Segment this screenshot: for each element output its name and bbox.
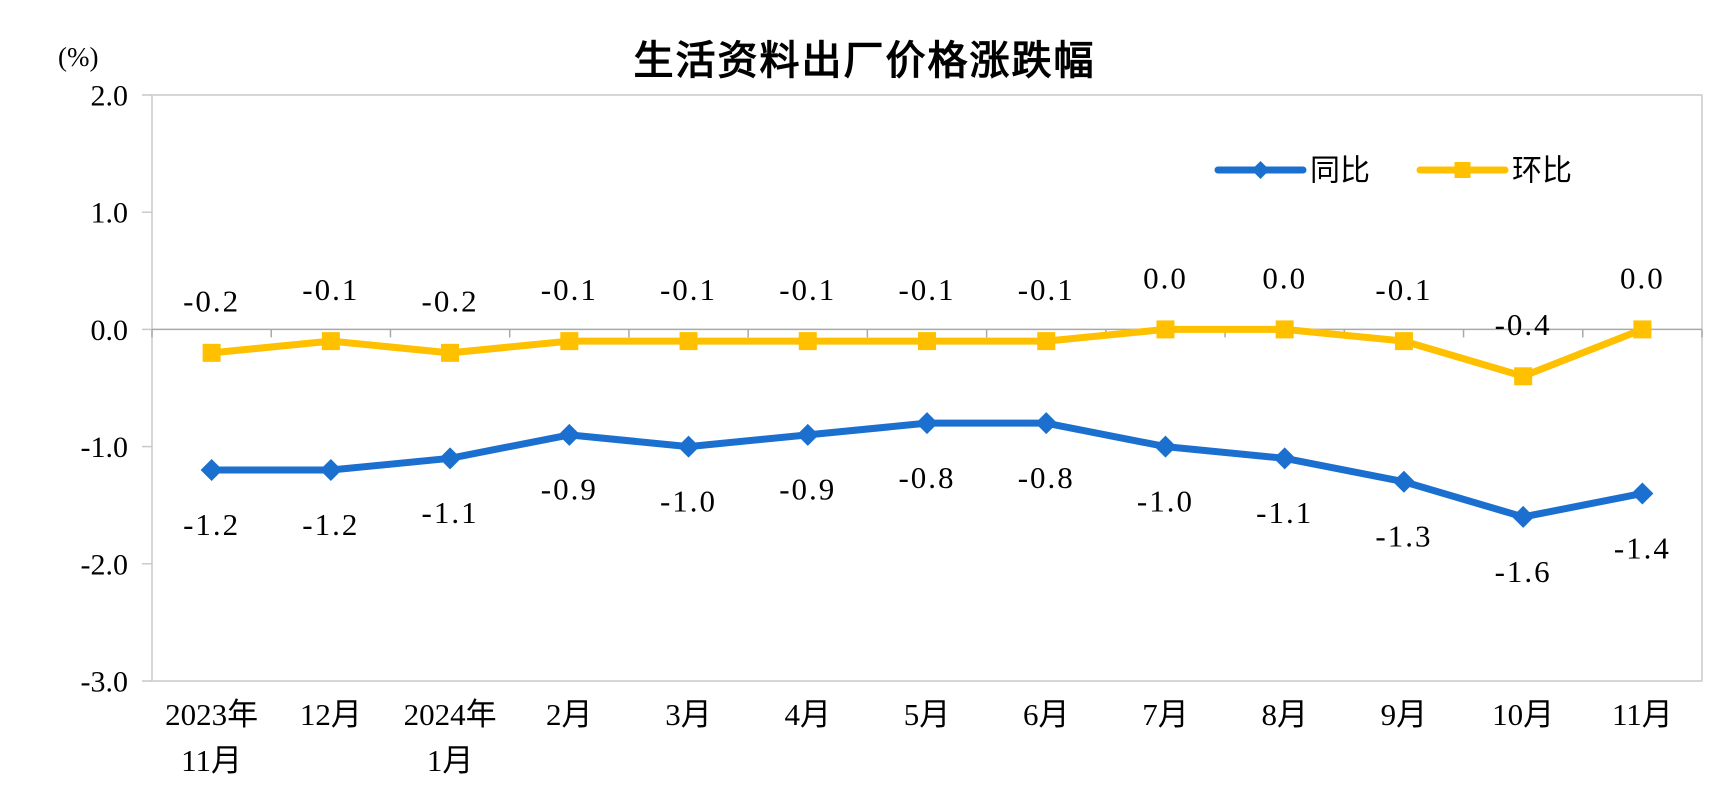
data-label-yoy: -1.4 xyxy=(1614,530,1671,565)
marker-mom xyxy=(1394,332,1413,351)
data-label-mom: -0.2 xyxy=(183,284,240,319)
data-label-mom: 0.0 xyxy=(1262,260,1307,295)
marker-mom xyxy=(441,343,460,362)
y-axis-unit-label: (%) xyxy=(58,42,99,72)
x-tick-label: 12月 xyxy=(300,697,362,732)
data-label-mom: 0.0 xyxy=(1143,260,1188,295)
x-tick-label: 8月 xyxy=(1261,697,1308,732)
plot-area-border xyxy=(151,94,1703,682)
data-label-mom: -0.1 xyxy=(898,272,955,307)
x-tick-label: 2023年 xyxy=(165,697,258,732)
marker-yoy xyxy=(1512,505,1535,528)
marker-yoy xyxy=(1154,435,1177,458)
data-label-mom: -0.1 xyxy=(1018,272,1075,307)
data-label-mom: 0.0 xyxy=(1620,260,1665,295)
legend-label-yoy: 同比 xyxy=(1310,155,1370,188)
data-label-mom: -0.1 xyxy=(541,272,598,307)
y-tick-label: 1.0 xyxy=(91,197,129,230)
x-tick-label: 2月 xyxy=(546,697,593,732)
marker-yoy xyxy=(916,412,938,435)
marker-mom xyxy=(1037,332,1056,351)
legend-marker-yoy xyxy=(1251,161,1270,179)
data-label-yoy: -1.1 xyxy=(422,495,479,530)
marker-mom xyxy=(1156,320,1175,339)
marker-mom xyxy=(321,332,340,351)
marker-yoy xyxy=(677,435,700,458)
chart-title: 生活资料出厂价格涨跌幅 xyxy=(633,39,1096,83)
y-tick-label: -2.0 xyxy=(81,548,129,581)
data-label-mom: -0.1 xyxy=(1375,272,1432,307)
data-label-mom: -0.1 xyxy=(660,272,717,307)
x-tick-label: 11月 xyxy=(1612,697,1673,732)
data-label-yoy: -0.9 xyxy=(541,472,598,507)
y-tick-label: 2.0 xyxy=(91,80,129,113)
y-tick-label: 0.0 xyxy=(91,314,129,347)
data-label-yoy: -0.8 xyxy=(898,460,955,495)
x-tick-label-line2: 11月 xyxy=(181,743,242,778)
legend-label-mom: 环比 xyxy=(1512,155,1572,188)
x-tick-label: 4月 xyxy=(785,697,832,732)
y-tick-label: -3.0 xyxy=(81,666,129,699)
legend-marker-mom xyxy=(1454,162,1471,178)
marker-mom xyxy=(560,332,579,351)
marker-yoy xyxy=(1392,470,1415,493)
data-label-mom: -0.2 xyxy=(422,284,479,319)
x-tick-label-line2: 1月 xyxy=(427,743,474,778)
data-label-yoy: -0.9 xyxy=(779,472,836,507)
x-tick-label: 7月 xyxy=(1142,697,1189,732)
marker-mom xyxy=(918,332,936,351)
marker-mom xyxy=(202,343,221,362)
data-label-yoy: -1.2 xyxy=(183,507,240,542)
data-label-yoy: -1.6 xyxy=(1495,554,1552,589)
x-tick-label: 6月 xyxy=(1023,697,1070,732)
data-label-yoy: -0.8 xyxy=(1018,460,1075,495)
marker-yoy xyxy=(1273,447,1296,470)
marker-yoy xyxy=(319,459,342,482)
x-tick-label: 2024年 xyxy=(404,697,497,732)
data-label-mom: -0.1 xyxy=(302,272,359,307)
x-tick-label: 10月 xyxy=(1492,697,1554,732)
marker-mom xyxy=(798,332,817,351)
x-tick-label: 9月 xyxy=(1381,697,1428,732)
marker-yoy xyxy=(796,423,819,446)
x-tick-label: 5月 xyxy=(904,697,951,732)
data-label-yoy: -1.0 xyxy=(1137,483,1194,518)
marker-mom xyxy=(1633,320,1652,339)
marker-yoy xyxy=(558,423,581,446)
marker-mom xyxy=(1514,367,1533,386)
x-tick-label: 3月 xyxy=(665,697,712,732)
marker-yoy xyxy=(1035,412,1058,435)
data-label-yoy: -1.2 xyxy=(302,507,359,542)
marker-yoy xyxy=(200,459,223,482)
data-label-mom: -0.4 xyxy=(1495,307,1552,342)
marker-yoy xyxy=(439,447,462,470)
marker-mom xyxy=(1275,320,1294,339)
data-label-yoy: -1.0 xyxy=(660,483,717,518)
data-label-mom: -0.1 xyxy=(779,272,836,307)
data-label-yoy: -1.1 xyxy=(1256,495,1313,530)
data-label-yoy: -1.3 xyxy=(1375,519,1432,554)
marker-mom xyxy=(679,332,698,351)
marker-yoy xyxy=(1631,482,1654,505)
y-tick-label: -1.0 xyxy=(81,431,129,464)
